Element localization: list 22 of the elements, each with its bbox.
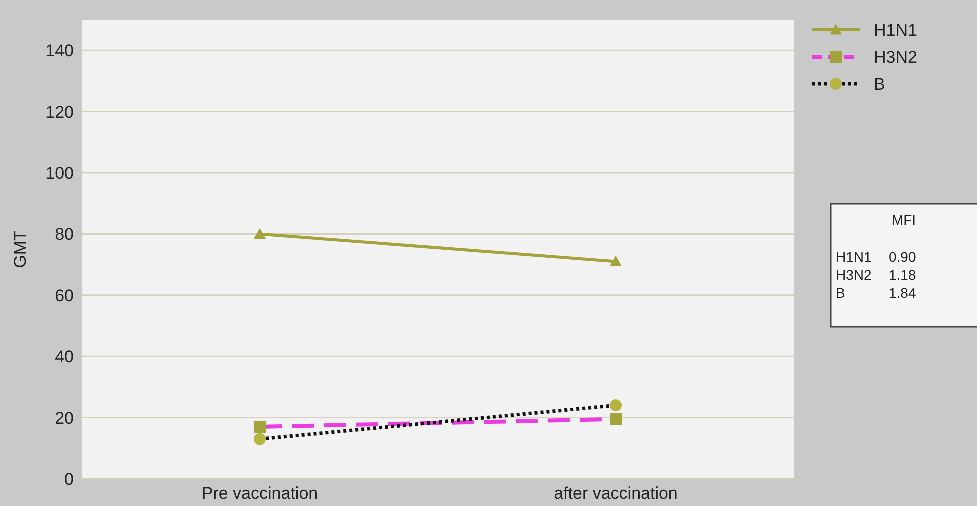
point (254, 420, 266, 433)
legend-label: B (874, 74, 886, 94)
point (610, 413, 622, 426)
text: MFI (892, 212, 916, 228)
text: B 1.84 (836, 284, 916, 301)
y-tick-label: 100 (46, 164, 74, 183)
y-tick-label: 80 (55, 225, 74, 244)
y-tick-label: 20 (55, 408, 74, 428)
y-tick-label: 140 (46, 42, 74, 61)
point (610, 400, 622, 412)
legend-label: H1N1 (874, 20, 918, 40)
legend-label: H3N2 (874, 48, 918, 67)
y-tick-label: 40 (55, 348, 74, 367)
point (254, 433, 266, 446)
text: H1N1 0.90 (836, 248, 916, 265)
y-axis-title: GMT (11, 230, 30, 268)
text: H3N2 1.18 (836, 266, 916, 283)
y-tick-label: 0 (64, 470, 74, 489)
x-tick-label: after vaccination (554, 484, 678, 503)
x-tick-label: Pre vaccination (202, 484, 318, 503)
y-tick-label: 120 (46, 102, 74, 122)
y-tick-label: 60 (55, 286, 74, 306)
